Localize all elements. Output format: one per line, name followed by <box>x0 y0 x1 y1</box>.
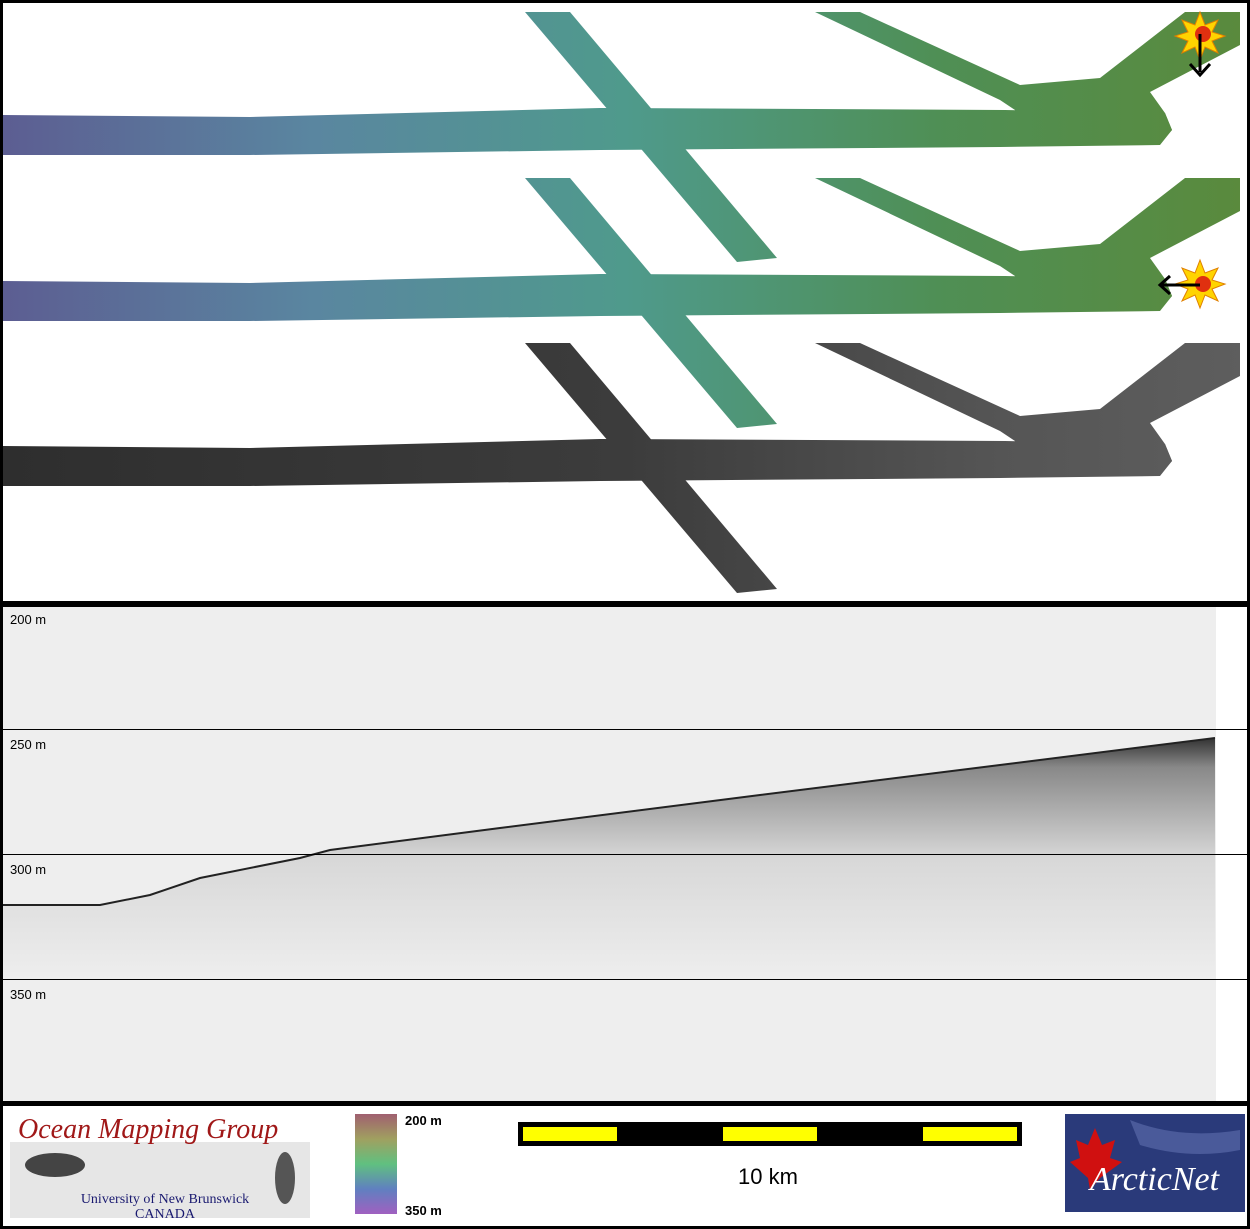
depth-label: 350 m <box>10 987 46 1002</box>
depth-label: 300 m <box>10 862 46 877</box>
arcticnet-text: ArcticNet <box>1088 1161 1221 1198</box>
depth-lines <box>3 729 1247 980</box>
sun-icon <box>1157 258 1227 310</box>
colorbar-bottom-label: 350 m <box>405 1203 442 1218</box>
omg-country: CANADA <box>135 1207 196 1222</box>
sun-icon <box>1173 10 1227 78</box>
omg-title: Ocean Mapping Group <box>18 1114 278 1145</box>
omg-university: University of New Brunswick <box>81 1192 249 1207</box>
arcticnet-logo: ArcticNet <box>1065 1114 1245 1212</box>
scale-bar-label: 10 km <box>738 1164 798 1189</box>
colorbar <box>355 1114 397 1214</box>
scale-bar <box>518 1122 1022 1146</box>
colorbar-top-label: 200 m <box>405 1113 442 1128</box>
sub-bottom-profile <box>3 738 1215 980</box>
omg-logo: Ocean Mapping Group University of New Br… <box>10 1114 310 1222</box>
depth-label: 250 m <box>10 737 46 752</box>
depth-label: 200 m <box>10 612 46 627</box>
